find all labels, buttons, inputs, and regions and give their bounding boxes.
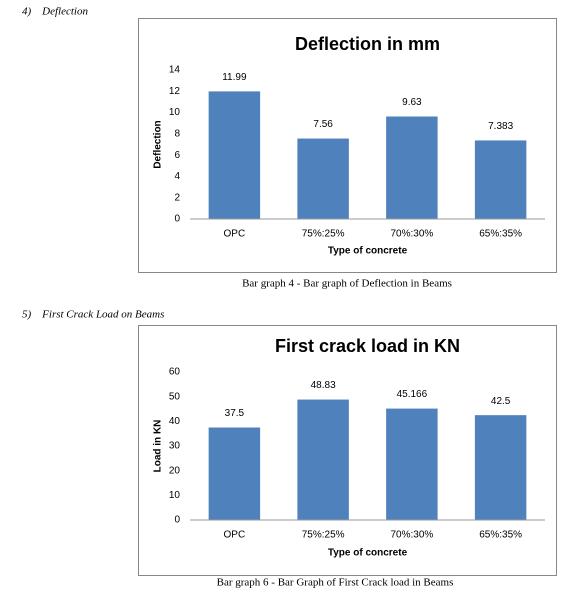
x-axis-label: Type of concrete (328, 246, 408, 257)
chart-title: Deflection in mm (295, 34, 440, 54)
x-tick-label: 65%:35% (479, 229, 522, 240)
bar (474, 415, 527, 520)
data-label: 42.5 (491, 396, 511, 407)
y-tick-label: 10 (169, 490, 181, 501)
data-label: 7.383 (488, 121, 513, 132)
x-tick-label: 65%:35% (479, 530, 522, 541)
x-tick-label: OPC (224, 229, 246, 240)
y-tick-label: 20 (169, 465, 181, 476)
y-axis-label: Deflection (153, 120, 164, 168)
y-tick-label: 0 (174, 214, 180, 225)
y-tick-label: 30 (169, 441, 181, 452)
bar (208, 91, 261, 219)
data-label: 45.166 (397, 389, 428, 400)
y-tick-label: 12 (169, 86, 181, 97)
bar (386, 116, 438, 219)
data-label: 48.83 (311, 380, 336, 391)
bar (386, 408, 438, 520)
chart-title: First crack load in KN (275, 336, 460, 356)
data-label: 37.5 (225, 408, 245, 419)
y-tick-label: 6 (174, 150, 180, 161)
y-tick-label: 4 (174, 171, 180, 182)
x-tick-label: 70%:30% (390, 530, 433, 541)
y-tick-label: 40 (169, 416, 181, 427)
x-tick-label: OPC (224, 530, 246, 541)
x-tick-label: 75%:25% (302, 530, 345, 541)
y-tick-label: 2 (174, 192, 180, 203)
bar (297, 138, 349, 219)
data-label: 9.63 (402, 97, 422, 108)
y-tick-label: 14 (169, 65, 181, 76)
x-tick-label: 70%:30% (390, 229, 433, 240)
y-tick-label: 50 (169, 391, 181, 402)
bar (474, 140, 527, 219)
y-tick-label: 8 (174, 128, 180, 139)
figure-caption: Bar graph 4 - Bar graph of Deflection in… (242, 278, 452, 290)
section-heading: 4) Deflection (22, 6, 88, 18)
x-tick-label: 75%:25% (302, 229, 345, 240)
data-label: 11.99 (222, 72, 247, 83)
y-axis-label: Load in KN (153, 420, 164, 473)
bar (297, 399, 349, 520)
y-tick-label: 60 (169, 367, 181, 378)
y-tick-label: 10 (169, 107, 181, 118)
bar (208, 427, 261, 520)
x-axis-label: Type of concrete (328, 548, 408, 559)
figure-caption: Bar graph 6 - Bar Graph of First Crack l… (217, 577, 454, 589)
data-label: 7.56 (313, 119, 333, 130)
section-heading: 5) First Crack Load on Beams (22, 309, 164, 321)
y-tick-label: 0 (174, 515, 180, 526)
